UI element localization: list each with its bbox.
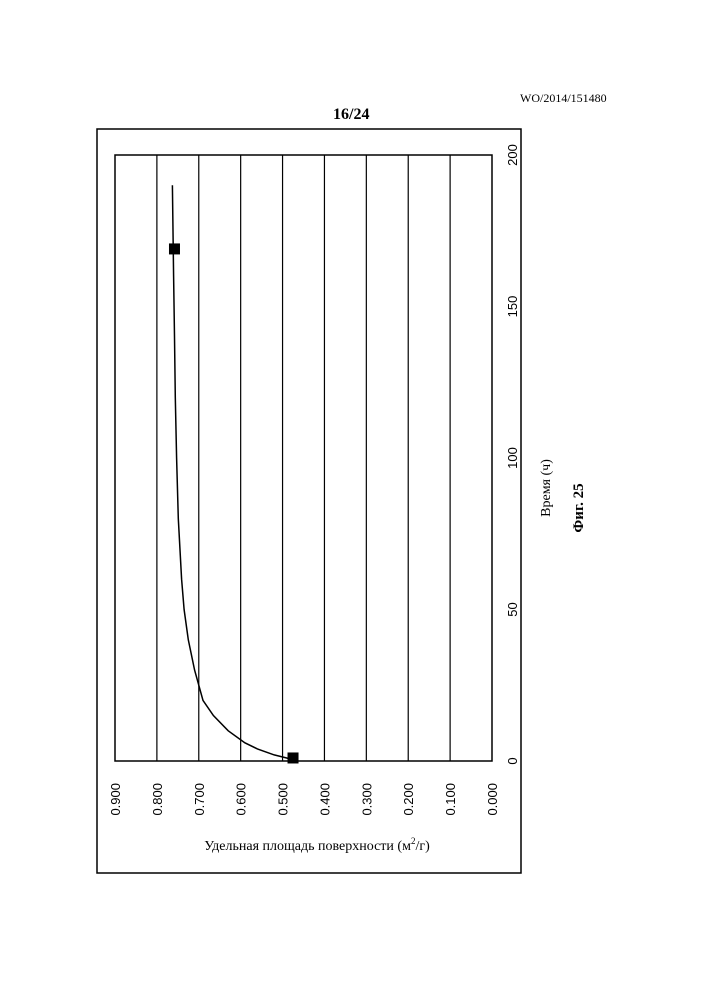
data-point [169,243,180,254]
figure-caption: Фиг. 25 [571,483,587,532]
y-tick-label: 0.100 [443,783,458,816]
x-tick-label: 200 [505,144,520,166]
x-tick-labels: 0 50 100 150 200 [505,144,520,764]
y-tick-labels: 0.000 0.100 0.200 0.300 0.400 0.500 0.600 0.700… [108,783,500,816]
y-tick-label: 0.400 [317,783,332,816]
y-tick-label: 0.900 [108,783,123,816]
y-axis-title-base: Удельная площадь поверхности (м [204,839,411,854]
y-axis-title: Удельная площадь поверхности (м2/г) [204,836,430,854]
y-tick-label: 0.300 [359,783,374,816]
data-point [288,752,299,763]
y-tick-label: 0.500 [276,783,291,816]
x-axis-title: Время (ч) [539,459,554,517]
x-tick-label: 0 [505,757,520,764]
y-tick-label: 0.700 [192,783,207,816]
y-axis-title-tail: /г) [415,839,430,854]
y-tick-label: 0.600 [234,783,249,816]
y-tick-label: 0.800 [150,783,165,816]
x-tick-label: 100 [505,447,520,469]
y-tick-label: 0.200 [401,783,416,816]
y-tick-label: 0.000 [485,783,500,816]
x-tick-label: 50 [505,602,520,616]
x-tick-label: 150 [505,296,520,318]
